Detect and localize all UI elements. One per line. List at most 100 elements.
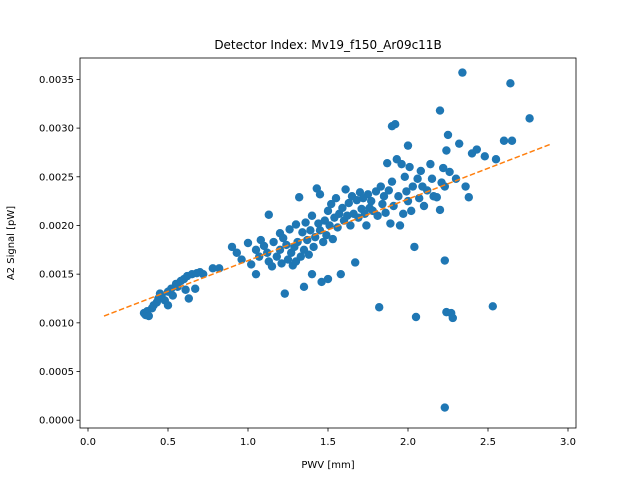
data-point <box>442 146 451 155</box>
data-point <box>403 141 413 150</box>
data-point <box>259 241 269 251</box>
data-point <box>301 218 310 227</box>
data-point <box>317 277 326 287</box>
data-point <box>247 260 256 269</box>
data-point <box>506 79 515 88</box>
data-point <box>499 136 509 145</box>
data-point <box>451 174 461 183</box>
y-tick-label: 0.0035 <box>39 75 74 86</box>
data-point <box>488 302 497 311</box>
data-point <box>309 242 318 252</box>
data-point <box>415 194 424 203</box>
data-point <box>402 187 411 196</box>
data-point <box>435 106 445 115</box>
data-point <box>435 205 445 215</box>
data-point <box>472 145 481 154</box>
y-tick-label: 0.0020 <box>39 221 74 232</box>
data-point <box>440 182 449 191</box>
data-point <box>376 182 385 191</box>
data-point <box>279 233 288 243</box>
data-point <box>383 158 392 168</box>
data-point <box>386 219 395 228</box>
x-tick-label: 1.5 <box>320 437 336 448</box>
data-point <box>373 211 382 220</box>
data-point <box>448 313 457 323</box>
data-point <box>304 250 313 259</box>
data-point <box>215 264 224 273</box>
data-point <box>480 152 489 161</box>
data-point <box>394 192 403 201</box>
data-point <box>306 226 315 235</box>
data-point <box>419 201 429 211</box>
data-point <box>391 120 400 129</box>
data-point <box>384 186 393 195</box>
data-point <box>507 136 517 145</box>
data-point <box>367 196 376 206</box>
data-point <box>333 223 342 232</box>
plot-area <box>103 68 553 412</box>
data-point <box>323 206 333 216</box>
data-point <box>243 238 253 248</box>
data-point <box>327 199 336 209</box>
data-point <box>346 221 355 230</box>
data-point <box>362 221 371 230</box>
x-tick-label: 0.0 <box>80 437 96 448</box>
y-tick-label: 0.0005 <box>39 367 74 378</box>
data-point <box>440 403 449 412</box>
y-tick-label: 0.0015 <box>39 270 74 281</box>
data-point <box>432 193 441 202</box>
y-tick-label: 0.0000 <box>39 416 74 427</box>
data-point <box>363 190 373 199</box>
data-point <box>416 166 425 176</box>
data-point <box>381 208 390 218</box>
data-point <box>227 242 237 252</box>
data-point <box>322 231 331 240</box>
data-point <box>375 303 384 312</box>
data-point <box>426 159 435 169</box>
data-point <box>237 255 246 264</box>
data-point <box>296 252 305 261</box>
data-point <box>285 225 294 234</box>
x-tick-label: 1.0 <box>240 437 256 448</box>
data-point <box>397 159 406 169</box>
y-tick-label: 0.0030 <box>39 124 74 135</box>
data-point <box>458 68 467 77</box>
data-point <box>303 235 312 245</box>
data-point <box>267 262 277 271</box>
data-point <box>275 245 285 255</box>
data-point <box>280 289 289 298</box>
data-point <box>291 220 301 229</box>
data-point <box>163 301 173 310</box>
x-axis: 0.0 0.5 1.0 1.5 2.0 2.5 3.0 <box>80 428 576 448</box>
data-point <box>293 237 302 247</box>
data-point <box>464 193 473 202</box>
data-point <box>181 285 190 294</box>
data-point <box>295 193 304 202</box>
data-point <box>443 130 453 140</box>
data-point <box>491 155 501 164</box>
data-point <box>264 210 273 219</box>
data-point <box>323 274 333 284</box>
data-point <box>282 240 291 250</box>
data-point <box>298 228 307 237</box>
data-point <box>407 206 416 216</box>
data-point <box>191 284 200 293</box>
data-point <box>315 190 325 199</box>
data-point <box>405 162 414 172</box>
data-point <box>338 203 347 213</box>
data-point <box>336 269 345 279</box>
data-point <box>325 221 334 230</box>
data-point <box>251 245 261 255</box>
x-tick-label: 0.5 <box>160 437 176 448</box>
data-point <box>352 195 361 205</box>
fit-line <box>103 142 553 317</box>
data-point <box>525 114 534 123</box>
data-point <box>208 264 217 273</box>
data-point <box>427 174 437 183</box>
x-axis-label: PWV [mm] <box>301 460 354 471</box>
data-point <box>255 252 264 261</box>
x-tick-label: 3.0 <box>560 437 576 448</box>
data-point <box>251 269 261 279</box>
data-point <box>283 255 293 264</box>
